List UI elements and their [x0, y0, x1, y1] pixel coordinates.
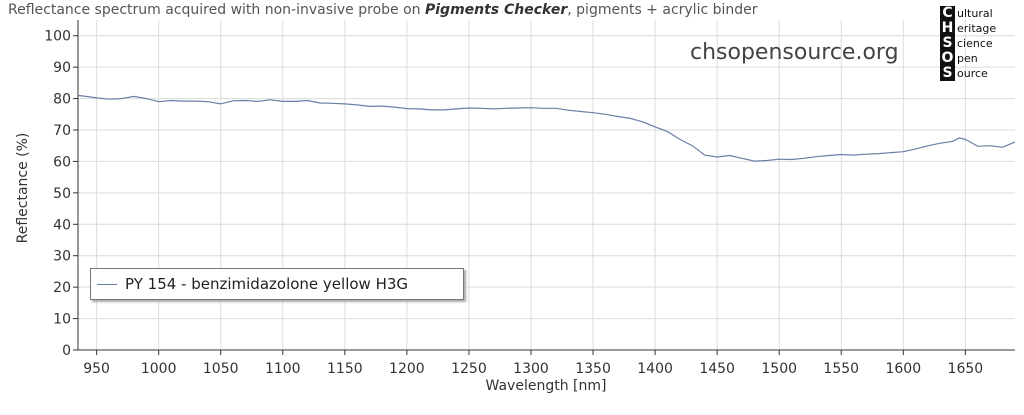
x-tick-label: 950	[83, 361, 110, 377]
x-tick-label: 1050	[203, 361, 239, 377]
x-tick-label: 1100	[265, 361, 301, 377]
x-tick-label: 1350	[575, 361, 611, 377]
y-tick-label: 80	[53, 92, 71, 108]
logo-letter: S	[940, 66, 955, 81]
logo-word: ource	[957, 67, 988, 80]
axis-layer: 0 10 20 30 40 50 60 70 80 90 100 950 1000 1050 1100 115…	[44, 20, 1015, 377]
logo-letter: C	[940, 6, 955, 21]
x-tick-label: 1200	[389, 361, 425, 377]
y-tick-label: 60	[53, 154, 71, 170]
grid-layer	[78, 20, 1015, 350]
legend: PY 154 - benzimidazolone yellow H3G	[90, 268, 464, 300]
logo-word: ultural	[957, 7, 993, 20]
series-layer	[77, 94, 1016, 162]
chart-title: Reflectance spectrum acquired with non-i…	[8, 2, 758, 18]
watermark-text: chsopensource.org	[690, 40, 899, 65]
series-line-0	[77, 94, 1016, 162]
y-axis-label: Reflectance (%)	[15, 133, 31, 244]
x-tick-label: 1450	[699, 361, 735, 377]
chart-title-prefix: Reflectance spectrum acquired with non-i…	[8, 2, 425, 18]
x-tick-label: 1300	[513, 361, 549, 377]
x-tick-label: 1600	[885, 361, 921, 377]
chart-title-suffix: , pigments + acrylic binder	[567, 2, 758, 18]
logo-word: pen	[957, 52, 978, 65]
y-tick-label: 70	[53, 123, 71, 139]
y-tick-label: 90	[53, 60, 71, 76]
y-tick-label: 20	[53, 280, 71, 296]
x-tick-label: 1550	[823, 361, 859, 377]
y-tick-label: 100	[44, 29, 71, 45]
y-tick-label: 0	[62, 343, 71, 359]
x-tick-label: 1150	[327, 361, 363, 377]
y-tick-label: 50	[53, 186, 71, 202]
logo-letter: O	[940, 50, 955, 66]
legend-label: PY 154 - benzimidazolone yellow H3G	[125, 275, 409, 293]
x-tick-label: 1500	[761, 361, 797, 377]
logo-word: cience	[957, 37, 993, 50]
x-tick-label: 1400	[637, 361, 673, 377]
x-tick-label: 1000	[141, 361, 177, 377]
chart-title-bold: Pigments Checker	[424, 2, 568, 18]
logo-word: eritage	[957, 22, 997, 35]
x-tick-label: 1250	[451, 361, 487, 377]
logo-letter: H	[940, 20, 955, 36]
y-tick-label: 30	[53, 249, 71, 265]
legend-swatch	[97, 283, 117, 285]
x-tick-label: 1650	[948, 361, 984, 377]
logo-letter: S	[940, 36, 955, 51]
y-tick-label: 40	[53, 217, 71, 233]
y-tick-label: 10	[53, 312, 71, 328]
x-axis-label: Wavelength [nm]	[486, 378, 607, 394]
